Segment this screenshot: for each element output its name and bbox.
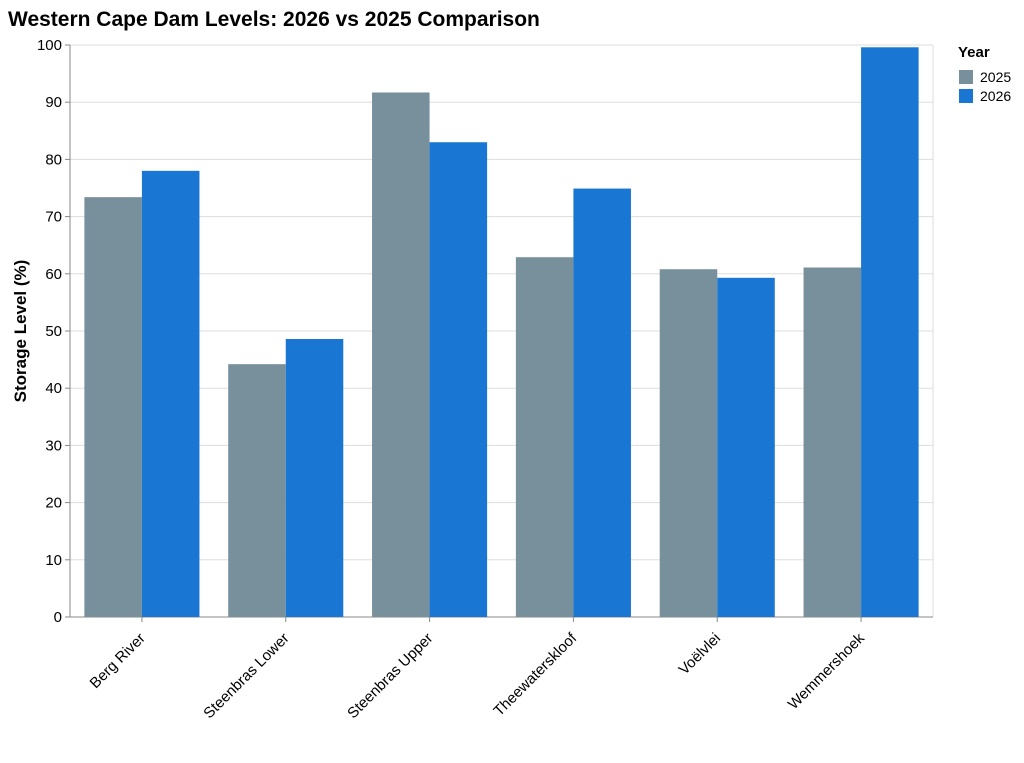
y-tick-label: 100: [37, 37, 62, 54]
x-tick-label: Berg River: [87, 630, 149, 692]
y-tick-label: 50: [45, 323, 62, 340]
x-tick-label: Steenbras Lower: [200, 630, 292, 722]
x-tick-label: Steenbras Upper: [344, 630, 436, 722]
bar-2025-4: [659, 269, 718, 617]
bar-2025-0: [84, 197, 142, 618]
chart-title: Western Cape Dam Levels: 2026 vs 2025 Co…: [8, 8, 540, 31]
x-tick-label: Wemmershoek: [785, 629, 868, 712]
bar-2026-3: [573, 188, 631, 617]
bar-2026-1: [285, 339, 344, 617]
y-axis: 0 10 20 30 40 50 60 70 80 90 100: [37, 37, 70, 626]
legend-title: Year: [958, 44, 990, 61]
bar-2026-0: [141, 170, 200, 617]
bar-2025-2: [372, 92, 430, 617]
x-axis: Berg River Steenbras Lower Steenbras Upper…: [87, 617, 868, 722]
x-tick-label: Theewaterskloof: [490, 629, 580, 719]
legend-label-2026: 2026: [980, 88, 1011, 104]
bar-2025-3: [515, 257, 574, 617]
y-tick-label: 10: [45, 552, 62, 569]
y-tick-label: 60: [45, 266, 62, 283]
y-tick-label: 70: [45, 209, 62, 226]
bars: [84, 47, 919, 618]
bar-2025-1: [228, 364, 286, 617]
y-axis-label: Storage Level (%): [11, 260, 30, 403]
bar-2025-5: [803, 267, 862, 617]
legend: Year 2025 2026: [958, 44, 1011, 104]
y-tick-label: 80: [45, 151, 62, 168]
y-tick-label: 0: [54, 609, 62, 626]
bar-2026-4: [717, 277, 775, 617]
legend-swatch-2025: [959, 70, 973, 84]
legend-label-2025: 2025: [980, 69, 1011, 85]
y-tick-label: 90: [45, 94, 62, 111]
x-tick-label: Voëlvlei: [675, 630, 724, 679]
bar-2026-2: [429, 142, 488, 618]
gridlines: [70, 44, 933, 561]
y-tick-label: 40: [45, 380, 62, 397]
y-tick-label: 30: [45, 437, 62, 454]
legend-swatch-2026: [959, 89, 973, 103]
bar-2026-5: [861, 47, 919, 617]
y-tick-label: 20: [45, 495, 62, 512]
